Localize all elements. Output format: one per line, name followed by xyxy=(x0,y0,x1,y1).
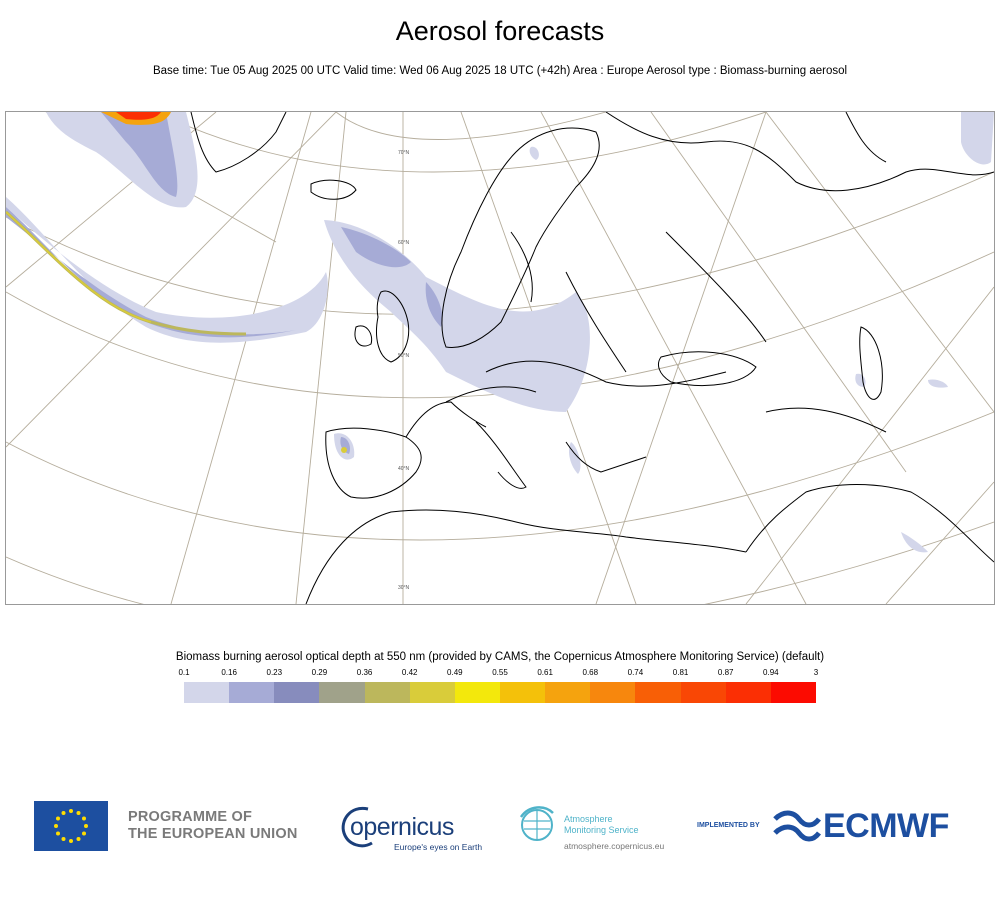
lat-label-60: 60°N xyxy=(398,240,410,246)
colorbar-ticks: 0.1 0.16 0.23 0.29 0.36 0.42 0.49 0.55 0.61 0.68 0… xyxy=(178,668,819,680)
lat-label-40: 40°N xyxy=(398,466,410,472)
page-title: Aerosol forecasts xyxy=(395,16,605,46)
map-canvas: 70°N 60°N 50°N 40°N 30°N xyxy=(6,112,994,604)
footer-logos: PROGRAMME OF THE EUROPEAN UNION opernicu… xyxy=(0,795,1000,855)
colorbar-cell xyxy=(680,682,726,703)
meridian-e5 xyxy=(595,112,767,604)
meridian-w3 xyxy=(6,112,337,448)
colorbar-cell xyxy=(409,682,455,703)
eu-star xyxy=(56,831,60,836)
eu-star xyxy=(56,816,60,821)
lat-label-70: 70°N xyxy=(398,150,410,156)
copernicus-c-icon xyxy=(341,806,373,848)
meridian-e4 xyxy=(765,112,994,413)
colorbar-tick-label: 0.87 xyxy=(717,668,734,677)
parallel-50n xyxy=(6,251,994,399)
cams-name-line2: Monitoring Service xyxy=(564,825,639,835)
colorbar-tick-label: 3 xyxy=(813,668,819,677)
meridian-e7 xyxy=(885,481,994,604)
parallel-30n xyxy=(6,521,994,604)
eu-line-1: PROGRAMME OF xyxy=(128,809,253,825)
eu-star xyxy=(54,824,58,828)
copernicus-wordmark: opernicus xyxy=(350,813,454,841)
eu-star xyxy=(82,816,86,821)
colorbar-tick-label: 0.55 xyxy=(492,668,508,677)
coastlines xyxy=(190,112,994,604)
colorbar-cell xyxy=(454,682,500,703)
parallel-40n xyxy=(6,411,994,541)
parallel-65n xyxy=(155,112,767,173)
implemented-by-label: IMPLEMENTED BY xyxy=(697,822,760,829)
colorbar-tick-label: 0.29 xyxy=(311,668,328,677)
eu-flag-icon xyxy=(34,801,108,851)
forecast-info: Base time: Tue 05 Aug 2025 00 UTC Valid … xyxy=(152,65,848,77)
ecmwf-logo[interactable]: ECMWF xyxy=(773,807,973,847)
eu-star xyxy=(84,824,88,828)
colorbar-cell xyxy=(770,682,816,703)
parallel-70n xyxy=(335,112,607,140)
meridian-w5 xyxy=(295,112,347,604)
lat-label-50: 50°N xyxy=(398,353,410,359)
cams-url: atmosphere.copernicus.eu xyxy=(564,841,665,851)
meridian-e3 xyxy=(650,112,907,473)
colorbar-tick-label: 0.94 xyxy=(763,668,779,677)
colorbar-tick-label: 0.68 xyxy=(582,668,599,677)
colorbar-tick-label: 0.61 xyxy=(537,668,553,677)
eu-programme-text: PROGRAMME OF THE EUROPEAN UNION xyxy=(128,809,298,843)
cams-logo[interactable]: Atmosphere Monitoring Service atmosphere… xyxy=(515,799,675,855)
copernicus-tagline: Europe's eyes on Earth xyxy=(394,842,483,852)
eu-star xyxy=(69,809,73,813)
eu-star xyxy=(61,837,66,841)
colorbar-cell xyxy=(229,682,275,703)
graticule xyxy=(6,112,994,604)
colorbar-cell xyxy=(635,682,681,703)
aerosol-field-mid xyxy=(6,112,443,454)
colorbar-title: Biomass burning aerosol optical depth at… xyxy=(175,651,825,663)
colorbar-tick-label: 0.16 xyxy=(221,668,237,677)
aerosol-map[interactable]: 70°N 60°N 50°N 40°N 30°N xyxy=(5,111,995,605)
eu-star xyxy=(61,811,66,815)
colorbar-cell xyxy=(364,682,410,703)
ecmwf-wordmark: ECMWF xyxy=(823,807,949,845)
colorbar-tick-label: 0.23 xyxy=(266,668,283,677)
colorbar-tick-label: 0.42 xyxy=(401,668,418,677)
copernicus-logo[interactable]: opernicus Europe's eyes on Earth xyxy=(338,799,483,855)
meridian-w4 xyxy=(170,112,312,604)
meridian-e2 xyxy=(540,112,807,604)
colorbar-tick-label: 0.74 xyxy=(627,668,644,677)
colorbar-cell xyxy=(545,682,591,703)
colorbar-cell xyxy=(725,682,771,703)
colorbar-cell xyxy=(499,682,546,703)
aerosol-field-high xyxy=(6,112,347,453)
globe-icon xyxy=(519,806,554,841)
colorbar-tick-label: 0.1 xyxy=(178,668,190,677)
eu-star xyxy=(76,811,81,815)
eu-star xyxy=(69,839,73,843)
colorbar-tick-label: 0.49 xyxy=(447,668,463,677)
colorbar-cell xyxy=(184,682,230,703)
colorbar-tick-label: 0.36 xyxy=(356,668,373,677)
parallel-labels: 70°N 60°N 50°N 40°N 30°N xyxy=(398,150,410,591)
lat-label-30: 30°N xyxy=(398,585,410,591)
colorbar-cell xyxy=(274,682,320,703)
cams-name-line1: Atmosphere xyxy=(564,814,613,824)
colorbar xyxy=(184,682,816,703)
eu-line-2: THE EUROPEAN UNION xyxy=(128,826,298,842)
meridian-e6 xyxy=(745,286,994,604)
colorbar-tick-label: 0.81 xyxy=(672,668,689,677)
ecmwf-waves-icon xyxy=(773,810,821,842)
eu-star xyxy=(76,837,81,841)
colorbar-cell xyxy=(590,682,636,703)
colorbar-cell xyxy=(319,682,365,703)
eu-star xyxy=(82,831,86,836)
